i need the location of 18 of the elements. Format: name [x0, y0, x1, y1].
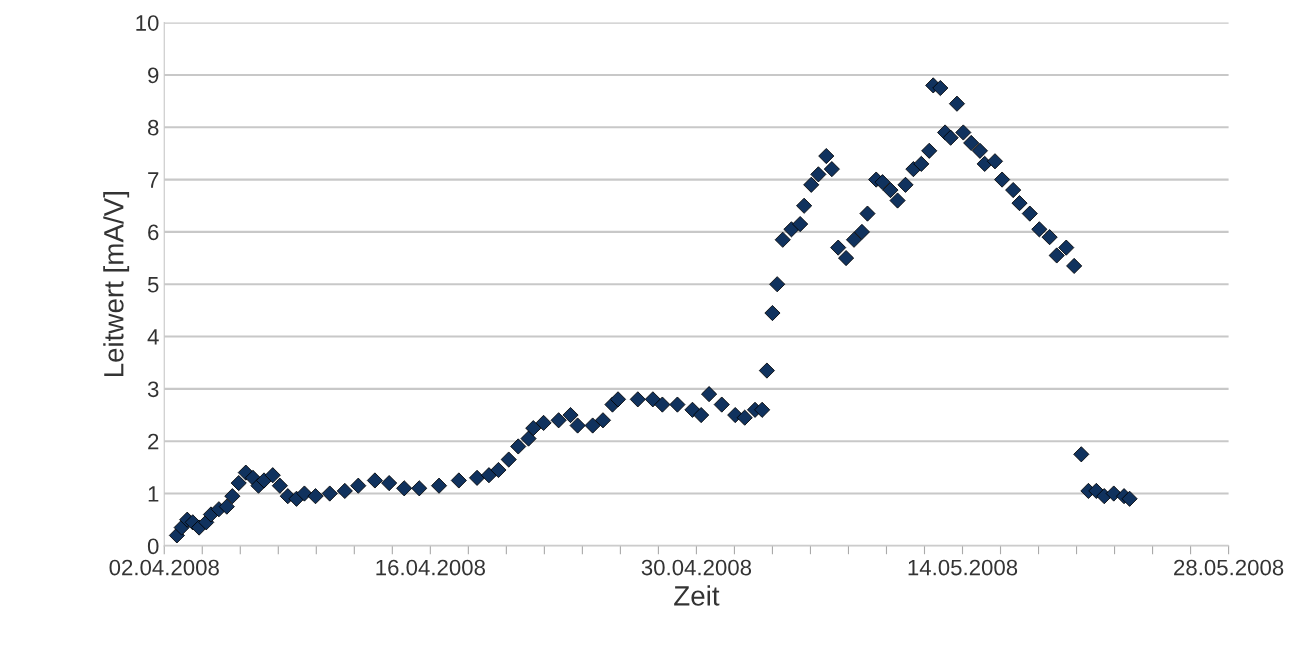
y-axis-title: Leitwert [mA/V]	[103, 192, 130, 377]
x-tick-label: 16.04.2008	[376, 559, 485, 576]
x-axis-title: Zeit	[674, 585, 720, 606]
y-tick-label: 10	[136, 15, 159, 31]
y-tick-label: 1	[148, 486, 159, 502]
y-tick-label: 2	[148, 433, 159, 450]
y-tick-label: 5	[147, 277, 159, 293]
y-tick-label: 9	[148, 67, 159, 84]
x-tick-label: 28.05.2008	[1174, 559, 1284, 576]
y-tick-label: 7	[148, 172, 159, 188]
x-tick-label: 14.05.2008	[908, 559, 1018, 576]
y-tick-label: 4	[147, 329, 159, 345]
y-tick-label: 6	[148, 224, 159, 241]
x-tick-label: 02.04.2008	[109, 559, 219, 576]
y-tick-label: 0	[147, 538, 159, 555]
y-tick-label: 8	[148, 119, 159, 136]
y-tick-label: 3	[147, 381, 159, 398]
x-tick-label: 30.04.2008	[641, 559, 752, 576]
